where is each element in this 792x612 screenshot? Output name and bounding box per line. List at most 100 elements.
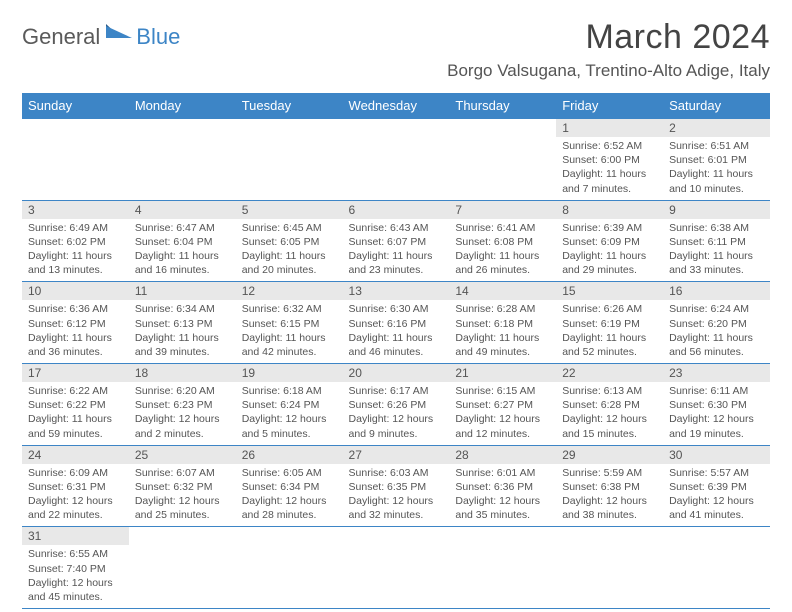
calendar-day-cell: 1Sunrise: 6:52 AMSunset: 6:00 PMDaylight… <box>556 119 663 201</box>
calendar-week-row: 3Sunrise: 6:49 AMSunset: 6:02 PMDaylight… <box>22 200 770 282</box>
brand-flag-icon <box>106 24 132 44</box>
day-number: 27 <box>343 446 450 464</box>
day-number: 30 <box>663 446 770 464</box>
day-number: 3 <box>22 201 129 219</box>
calendar-day-cell: 11Sunrise: 6:34 AMSunset: 6:13 PMDayligh… <box>129 282 236 364</box>
day-details: Sunrise: 6:30 AMSunset: 6:16 PMDaylight:… <box>343 300 450 363</box>
day-details: Sunrise: 6:34 AMSunset: 6:13 PMDaylight:… <box>129 300 236 363</box>
day-details: Sunrise: 6:15 AMSunset: 6:27 PMDaylight:… <box>449 382 556 445</box>
weekday-header: Thursday <box>449 93 556 119</box>
calendar-day-cell: 10Sunrise: 6:36 AMSunset: 6:12 PMDayligh… <box>22 282 129 364</box>
calendar-day-cell <box>236 119 343 201</box>
calendar-day-cell: 8Sunrise: 6:39 AMSunset: 6:09 PMDaylight… <box>556 200 663 282</box>
weekday-header-row: SundayMondayTuesdayWednesdayThursdayFrid… <box>22 93 770 119</box>
weekday-header: Saturday <box>663 93 770 119</box>
day-number: 6 <box>343 201 450 219</box>
day-details: Sunrise: 6:51 AMSunset: 6:01 PMDaylight:… <box>663 137 770 200</box>
day-number: 13 <box>343 282 450 300</box>
day-number: 4 <box>129 201 236 219</box>
calendar-day-cell: 14Sunrise: 6:28 AMSunset: 6:18 PMDayligh… <box>449 282 556 364</box>
day-number: 18 <box>129 364 236 382</box>
weekday-header: Wednesday <box>343 93 450 119</box>
calendar-week-row: 24Sunrise: 6:09 AMSunset: 6:31 PMDayligh… <box>22 445 770 527</box>
day-number: 15 <box>556 282 663 300</box>
calendar-day-cell: 18Sunrise: 6:20 AMSunset: 6:23 PMDayligh… <box>129 364 236 446</box>
brand-logo: General Blue <box>22 24 180 50</box>
calendar-day-cell: 27Sunrise: 6:03 AMSunset: 6:35 PMDayligh… <box>343 445 450 527</box>
day-number: 12 <box>236 282 343 300</box>
calendar-day-cell: 31Sunrise: 6:55 AMSunset: 7:40 PMDayligh… <box>22 527 129 609</box>
day-details: Sunrise: 6:43 AMSunset: 6:07 PMDaylight:… <box>343 219 450 282</box>
calendar-day-cell: 3Sunrise: 6:49 AMSunset: 6:02 PMDaylight… <box>22 200 129 282</box>
calendar-day-cell: 9Sunrise: 6:38 AMSunset: 6:11 PMDaylight… <box>663 200 770 282</box>
day-details: Sunrise: 6:20 AMSunset: 6:23 PMDaylight:… <box>129 382 236 445</box>
day-number: 21 <box>449 364 556 382</box>
day-number: 29 <box>556 446 663 464</box>
calendar-day-cell: 26Sunrise: 6:05 AMSunset: 6:34 PMDayligh… <box>236 445 343 527</box>
calendar-day-cell <box>663 527 770 609</box>
calendar-day-cell <box>343 527 450 609</box>
calendar-day-cell <box>556 527 663 609</box>
day-number: 14 <box>449 282 556 300</box>
day-number: 7 <box>449 201 556 219</box>
day-details: Sunrise: 6:41 AMSunset: 6:08 PMDaylight:… <box>449 219 556 282</box>
day-number: 20 <box>343 364 450 382</box>
day-details: Sunrise: 6:47 AMSunset: 6:04 PMDaylight:… <box>129 219 236 282</box>
day-details: Sunrise: 6:38 AMSunset: 6:11 PMDaylight:… <box>663 219 770 282</box>
day-details: Sunrise: 6:24 AMSunset: 6:20 PMDaylight:… <box>663 300 770 363</box>
calendar-day-cell <box>236 527 343 609</box>
day-details: Sunrise: 6:11 AMSunset: 6:30 PMDaylight:… <box>663 382 770 445</box>
calendar-day-cell: 12Sunrise: 6:32 AMSunset: 6:15 PMDayligh… <box>236 282 343 364</box>
day-number: 17 <box>22 364 129 382</box>
day-details: Sunrise: 5:59 AMSunset: 6:38 PMDaylight:… <box>556 464 663 527</box>
day-details: Sunrise: 6:13 AMSunset: 6:28 PMDaylight:… <box>556 382 663 445</box>
day-number: 16 <box>663 282 770 300</box>
day-number: 19 <box>236 364 343 382</box>
calendar-day-cell <box>449 119 556 201</box>
calendar-day-cell: 7Sunrise: 6:41 AMSunset: 6:08 PMDaylight… <box>449 200 556 282</box>
calendar-day-cell <box>129 119 236 201</box>
month-title: March 2024 <box>447 18 770 57</box>
day-details: Sunrise: 6:09 AMSunset: 6:31 PMDaylight:… <box>22 464 129 527</box>
day-details: Sunrise: 6:17 AMSunset: 6:26 PMDaylight:… <box>343 382 450 445</box>
day-number: 5 <box>236 201 343 219</box>
day-number: 2 <box>663 119 770 137</box>
day-number: 31 <box>22 527 129 545</box>
day-details: Sunrise: 6:26 AMSunset: 6:19 PMDaylight:… <box>556 300 663 363</box>
calendar-day-cell <box>22 119 129 201</box>
calendar-day-cell: 15Sunrise: 6:26 AMSunset: 6:19 PMDayligh… <box>556 282 663 364</box>
calendar-week-row: 17Sunrise: 6:22 AMSunset: 6:22 PMDayligh… <box>22 364 770 446</box>
day-details: Sunrise: 6:18 AMSunset: 6:24 PMDaylight:… <box>236 382 343 445</box>
calendar-day-cell: 17Sunrise: 6:22 AMSunset: 6:22 PMDayligh… <box>22 364 129 446</box>
day-number: 24 <box>22 446 129 464</box>
day-details: Sunrise: 6:45 AMSunset: 6:05 PMDaylight:… <box>236 219 343 282</box>
day-details: Sunrise: 6:01 AMSunset: 6:36 PMDaylight:… <box>449 464 556 527</box>
day-details: Sunrise: 6:05 AMSunset: 6:34 PMDaylight:… <box>236 464 343 527</box>
calendar-day-cell: 6Sunrise: 6:43 AMSunset: 6:07 PMDaylight… <box>343 200 450 282</box>
calendar-day-cell: 22Sunrise: 6:13 AMSunset: 6:28 PMDayligh… <box>556 364 663 446</box>
weekday-header: Monday <box>129 93 236 119</box>
brand-part1: General <box>22 24 100 50</box>
day-number: 28 <box>449 446 556 464</box>
day-details: Sunrise: 6:03 AMSunset: 6:35 PMDaylight:… <box>343 464 450 527</box>
day-details: Sunrise: 6:39 AMSunset: 6:09 PMDaylight:… <box>556 219 663 282</box>
calendar-day-cell: 5Sunrise: 6:45 AMSunset: 6:05 PMDaylight… <box>236 200 343 282</box>
calendar-day-cell: 29Sunrise: 5:59 AMSunset: 6:38 PMDayligh… <box>556 445 663 527</box>
calendar-day-cell: 16Sunrise: 6:24 AMSunset: 6:20 PMDayligh… <box>663 282 770 364</box>
calendar-week-row: 31Sunrise: 6:55 AMSunset: 7:40 PMDayligh… <box>22 527 770 609</box>
calendar-body: 1Sunrise: 6:52 AMSunset: 6:00 PMDaylight… <box>22 119 770 609</box>
calendar-day-cell: 28Sunrise: 6:01 AMSunset: 6:36 PMDayligh… <box>449 445 556 527</box>
calendar-day-cell <box>449 527 556 609</box>
calendar-day-cell: 21Sunrise: 6:15 AMSunset: 6:27 PMDayligh… <box>449 364 556 446</box>
calendar-day-cell: 24Sunrise: 6:09 AMSunset: 6:31 PMDayligh… <box>22 445 129 527</box>
day-details: Sunrise: 5:57 AMSunset: 6:39 PMDaylight:… <box>663 464 770 527</box>
day-number: 1 <box>556 119 663 137</box>
day-details: Sunrise: 6:07 AMSunset: 6:32 PMDaylight:… <box>129 464 236 527</box>
day-number: 9 <box>663 201 770 219</box>
day-details: Sunrise: 6:32 AMSunset: 6:15 PMDaylight:… <box>236 300 343 363</box>
calendar-day-cell: 2Sunrise: 6:51 AMSunset: 6:01 PMDaylight… <box>663 119 770 201</box>
day-number: 23 <box>663 364 770 382</box>
day-number: 26 <box>236 446 343 464</box>
calendar-week-row: 10Sunrise: 6:36 AMSunset: 6:12 PMDayligh… <box>22 282 770 364</box>
day-details: Sunrise: 6:22 AMSunset: 6:22 PMDaylight:… <box>22 382 129 445</box>
